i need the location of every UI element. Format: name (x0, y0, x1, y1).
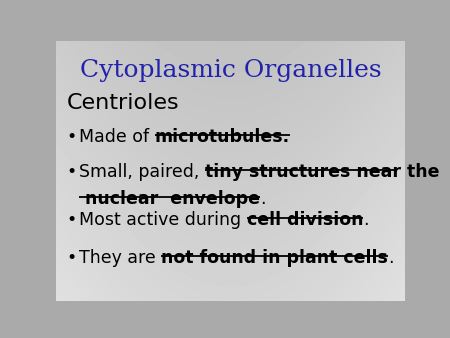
Text: They are: They are (79, 249, 161, 267)
Text: Most active during: Most active during (79, 211, 247, 229)
Text: cell division: cell division (247, 211, 363, 229)
Text: nuclear  envelope: nuclear envelope (79, 190, 260, 208)
Text: •: • (67, 128, 77, 146)
Text: .: . (363, 211, 369, 229)
Text: •: • (67, 211, 77, 229)
Text: Made of: Made of (79, 128, 154, 146)
Text: Centrioles: Centrioles (67, 93, 180, 113)
Text: tiny structures near the: tiny structures near the (205, 163, 439, 181)
Text: •: • (67, 249, 77, 267)
Text: .: . (260, 190, 265, 208)
Text: Cytoplasmic Organelles: Cytoplasmic Organelles (80, 59, 382, 82)
Text: .: . (388, 249, 394, 267)
Text: •: • (67, 163, 77, 181)
Text: Small, paired,: Small, paired, (79, 163, 205, 181)
Text: not found in plant cells: not found in plant cells (161, 249, 388, 267)
Text: microtubules.: microtubules. (154, 128, 290, 146)
